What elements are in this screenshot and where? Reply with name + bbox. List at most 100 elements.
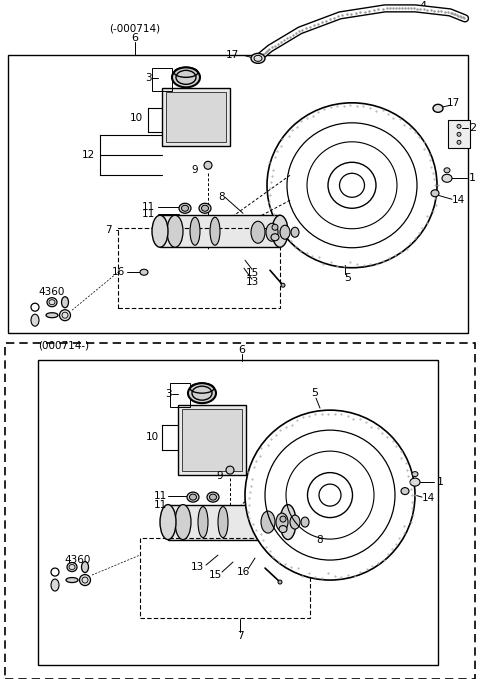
Ellipse shape — [140, 270, 148, 275]
Bar — [218, 190, 288, 196]
Ellipse shape — [261, 511, 275, 533]
Ellipse shape — [80, 574, 91, 585]
Ellipse shape — [276, 513, 288, 531]
Ellipse shape — [210, 217, 220, 245]
Ellipse shape — [266, 223, 278, 241]
Ellipse shape — [444, 168, 450, 172]
Text: 6: 6 — [132, 33, 139, 43]
Ellipse shape — [198, 507, 208, 538]
Text: 1: 1 — [436, 477, 444, 487]
Text: 13: 13 — [191, 562, 204, 572]
Text: 8: 8 — [317, 535, 324, 545]
Ellipse shape — [412, 472, 418, 477]
Ellipse shape — [47, 297, 57, 307]
Bar — [38, 360, 438, 665]
Text: 4: 4 — [420, 1, 427, 12]
Ellipse shape — [172, 67, 200, 88]
Ellipse shape — [271, 234, 279, 241]
Text: 15: 15 — [208, 570, 222, 580]
Text: 9: 9 — [216, 471, 223, 481]
Text: 12: 12 — [82, 150, 95, 160]
Ellipse shape — [280, 516, 286, 522]
Text: 5: 5 — [312, 388, 319, 398]
Ellipse shape — [442, 175, 452, 182]
Text: 16: 16 — [111, 268, 125, 277]
Ellipse shape — [457, 132, 461, 136]
Ellipse shape — [457, 141, 461, 145]
Bar — [152, 69, 172, 92]
Ellipse shape — [218, 507, 228, 538]
Bar — [118, 228, 280, 308]
Ellipse shape — [167, 215, 183, 247]
Ellipse shape — [290, 515, 300, 529]
Text: 17: 17 — [226, 50, 239, 60]
Bar — [166, 92, 226, 143]
Ellipse shape — [267, 103, 437, 268]
Text: 2: 2 — [469, 124, 477, 133]
Ellipse shape — [272, 215, 288, 247]
Ellipse shape — [179, 203, 191, 213]
Ellipse shape — [187, 492, 199, 502]
Ellipse shape — [278, 580, 282, 584]
Ellipse shape — [280, 504, 296, 540]
Ellipse shape — [67, 563, 77, 572]
Text: (-000714): (-000714) — [109, 23, 161, 33]
Ellipse shape — [190, 494, 196, 500]
Ellipse shape — [281, 283, 285, 287]
Text: 7: 7 — [237, 631, 243, 641]
Bar — [140, 538, 310, 618]
Text: 4360: 4360 — [39, 287, 65, 297]
Ellipse shape — [207, 492, 219, 502]
Ellipse shape — [245, 410, 415, 580]
Text: 6: 6 — [239, 345, 245, 355]
Ellipse shape — [51, 579, 59, 591]
Text: 3: 3 — [165, 389, 171, 399]
Ellipse shape — [410, 478, 420, 486]
Bar — [8, 56, 468, 333]
Ellipse shape — [272, 224, 278, 230]
Ellipse shape — [401, 488, 409, 494]
Text: 10: 10 — [130, 113, 143, 124]
Ellipse shape — [46, 313, 58, 318]
Bar — [162, 88, 230, 146]
Text: 10: 10 — [145, 432, 158, 442]
FancyBboxPatch shape — [5, 343, 475, 679]
Bar — [168, 505, 288, 540]
Ellipse shape — [301, 517, 309, 527]
Ellipse shape — [152, 215, 168, 247]
Ellipse shape — [60, 310, 71, 320]
Bar — [182, 409, 242, 471]
Ellipse shape — [181, 205, 189, 211]
Text: 3: 3 — [144, 73, 151, 84]
Text: 17: 17 — [446, 98, 460, 109]
Ellipse shape — [251, 54, 265, 63]
Ellipse shape — [202, 205, 208, 211]
Ellipse shape — [82, 562, 88, 572]
Text: 4360: 4360 — [65, 555, 91, 565]
Ellipse shape — [61, 297, 69, 308]
Text: 11: 11 — [142, 209, 155, 219]
Text: (000714-): (000714-) — [38, 340, 89, 350]
Bar — [160, 215, 280, 247]
Ellipse shape — [66, 578, 78, 583]
Text: 11: 11 — [142, 202, 155, 213]
Ellipse shape — [280, 225, 290, 239]
Text: 9: 9 — [192, 165, 198, 175]
Ellipse shape — [190, 217, 200, 245]
Text: 14: 14 — [421, 493, 434, 503]
Ellipse shape — [433, 105, 443, 112]
Text: 13: 13 — [245, 277, 259, 287]
Ellipse shape — [160, 504, 176, 540]
Text: 8: 8 — [219, 192, 225, 202]
Text: 1: 1 — [468, 173, 476, 183]
Bar — [170, 383, 190, 407]
Bar — [178, 405, 246, 475]
Text: 16: 16 — [236, 567, 250, 577]
Ellipse shape — [209, 494, 216, 500]
Ellipse shape — [175, 504, 191, 540]
Ellipse shape — [204, 162, 212, 169]
Ellipse shape — [251, 221, 265, 243]
Text: 7: 7 — [105, 225, 111, 235]
Ellipse shape — [199, 203, 211, 213]
Text: 15: 15 — [245, 268, 259, 278]
